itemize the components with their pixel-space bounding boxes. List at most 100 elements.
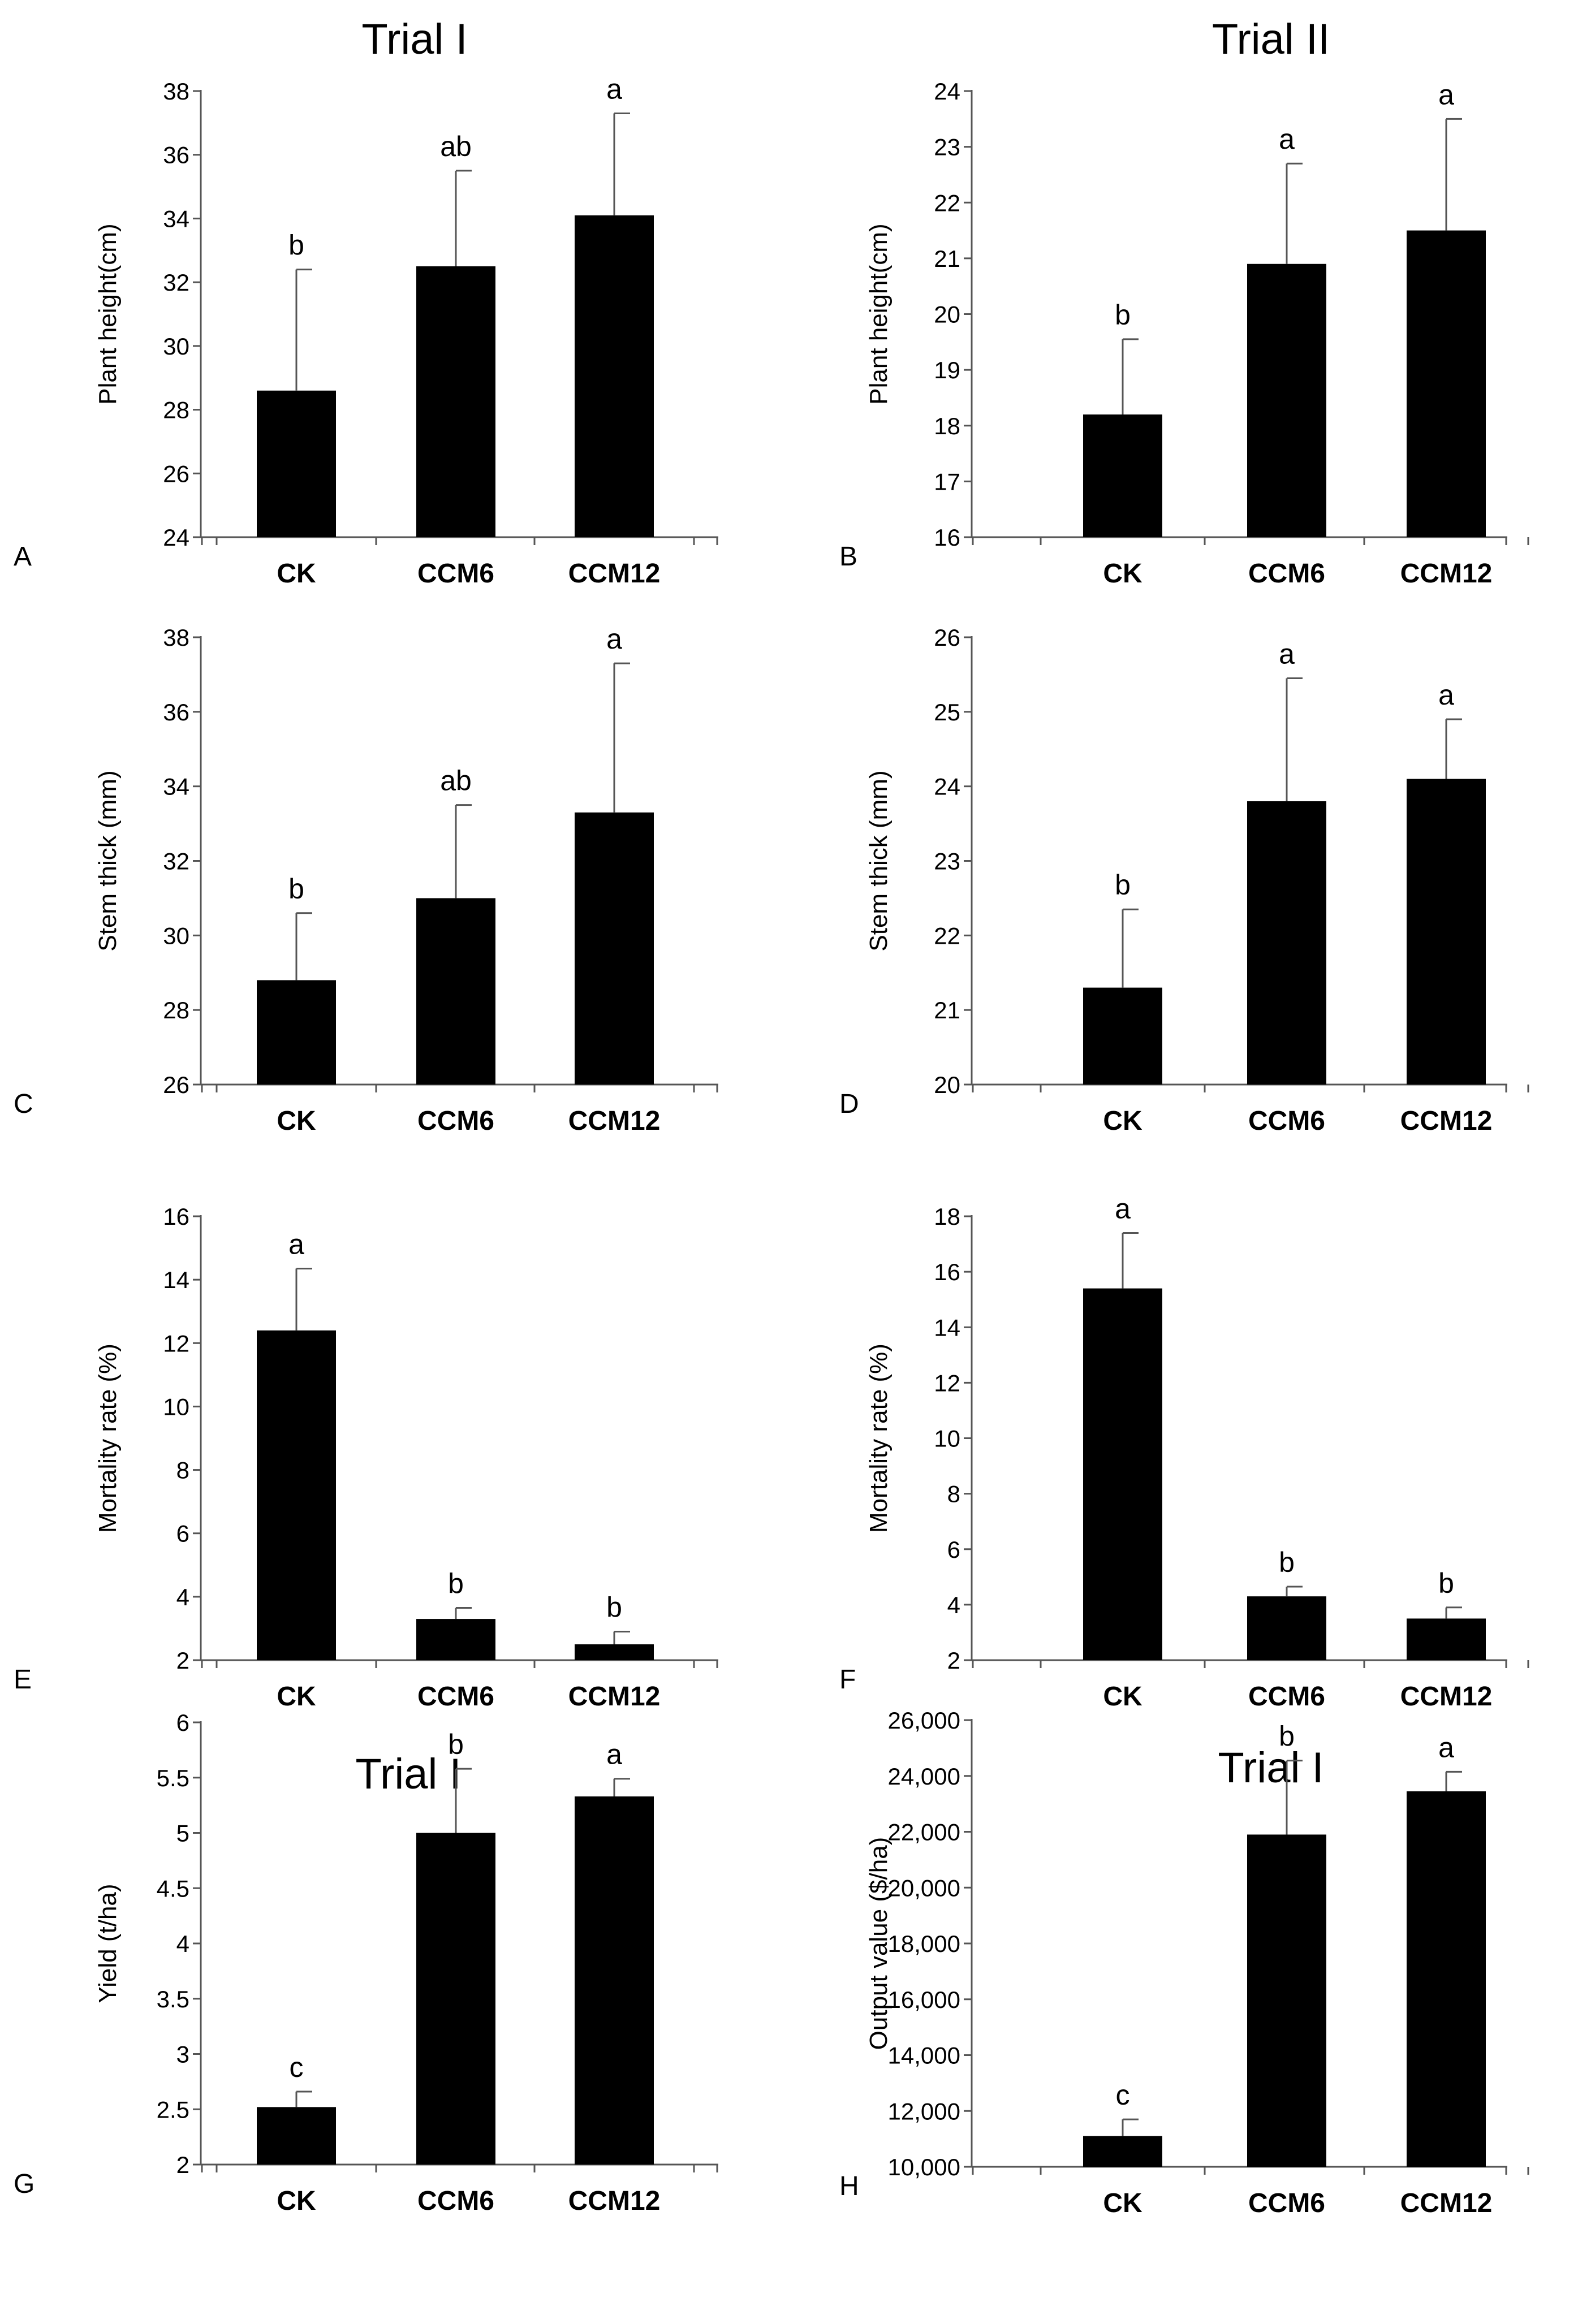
y-tick-label: 14,000 — [888, 2042, 960, 2069]
y-tick-label: 24 — [934, 78, 960, 105]
y-tick-label: 20,000 — [888, 1874, 960, 1901]
bar-ccm6 — [1247, 1834, 1326, 2167]
y-tick-label: 5.5 — [157, 1765, 189, 1791]
significance-letter: b — [448, 1567, 464, 1599]
y-tick-label: 32 — [163, 269, 189, 296]
x-category-label: CK — [1103, 2188, 1142, 2218]
y-tick-label: 16 — [163, 1203, 189, 1230]
bar-ck — [1083, 2136, 1162, 2167]
y-tick-label: 24 — [934, 774, 960, 800]
x-category-label: CK — [1103, 559, 1142, 589]
significance-letter: b — [448, 1729, 464, 1760]
panel-title: Trial II — [1212, 15, 1330, 63]
y-axis-title: Plant height(cm) — [865, 223, 893, 404]
x-category-label: CK — [277, 2186, 316, 2216]
significance-letter: a — [1438, 679, 1454, 711]
significance-letter: a — [1115, 1193, 1131, 1224]
y-tick-label: 2.5 — [157, 2096, 189, 2123]
significance-letter: a — [606, 1739, 622, 1770]
chart-panel-d: D 20 21 22 23 24 25 26 Stem thick (mm) b CK a CCM6 a C… — [839, 624, 1529, 1136]
bar-ck — [257, 390, 336, 537]
significance-letter: b — [288, 230, 304, 261]
significance-letter: c — [1116, 2079, 1130, 2111]
y-tick-label: 24,000 — [888, 1763, 960, 1790]
significance-letter: ab — [440, 765, 472, 797]
y-tick-label: 32 — [163, 848, 189, 875]
y-tick-label: 10 — [934, 1425, 960, 1452]
y-axis-title: Output value ($/ha) — [865, 1837, 893, 2050]
y-axis-title: Yield (t/ha) — [94, 1884, 122, 2003]
y-tick-label: 4.5 — [157, 1875, 189, 1902]
significance-letter: a — [606, 73, 622, 105]
y-tick-label: 25 — [934, 699, 960, 725]
y-tick-label: 16 — [934, 524, 960, 551]
y-tick-label: 26 — [934, 624, 960, 651]
y-tick-label: 2 — [176, 1647, 189, 1674]
y-tick-label: 12 — [934, 1370, 960, 1396]
panel-title: Trial I — [361, 15, 467, 63]
y-tick-label: 24 — [163, 524, 189, 551]
bar-ccm12 — [1407, 779, 1486, 1085]
significance-letter: b — [1279, 1721, 1295, 1752]
panel-letter: E — [14, 1665, 32, 1695]
y-tick-label: 21 — [934, 245, 960, 272]
y-tick-label: 18 — [934, 413, 960, 439]
panel-letter: D — [839, 1089, 859, 1119]
x-category-label: CCM6 — [1248, 1682, 1325, 1712]
y-tick-label: 38 — [163, 624, 189, 651]
chart-panel-c: C 26 28 30 32 34 36 38 Stem thick (mm) b CK ab CCM6 a… — [14, 623, 718, 1136]
y-tick-label: 21 — [934, 997, 960, 1023]
significance-letter: a — [1438, 1731, 1454, 1763]
y-tick-label: 12 — [163, 1330, 189, 1357]
significance-letter: a — [1279, 123, 1295, 155]
panel-title: Trial I — [355, 1750, 461, 1798]
significance-letter: a — [606, 623, 622, 655]
panel-title: Trial I — [1218, 1744, 1323, 1792]
significance-letter: b — [1438, 1567, 1454, 1599]
x-category-label: CCM12 — [568, 2186, 661, 2216]
y-tick-label: 22,000 — [888, 1819, 960, 1846]
y-tick-label: 4 — [176, 1930, 189, 1957]
x-category-label: CCM6 — [1248, 2188, 1325, 2218]
y-axis-title: Plant height(cm) — [94, 223, 122, 404]
y-tick-label: 38 — [163, 78, 189, 105]
y-tick-label: 26 — [163, 460, 189, 487]
x-category-label: CCM6 — [1248, 1106, 1325, 1136]
significance-letter: b — [1279, 1547, 1295, 1578]
chart-panel-f: F 2 4 6 8 10 12 14 16 18 Mortality rate (%) a CK b CCM… — [839, 1193, 1529, 1712]
y-tick-label: 16 — [934, 1259, 960, 1285]
y-axis-title: Mortality rate (%) — [865, 1344, 893, 1533]
bar-ccm12 — [575, 215, 654, 537]
panel-letter: A — [14, 542, 32, 572]
bar-ck — [257, 980, 336, 1085]
y-tick-label: 8 — [947, 1481, 960, 1507]
bar-ccm12 — [575, 812, 654, 1085]
significance-letter: a — [1438, 79, 1454, 110]
y-tick-label: 16,000 — [888, 1986, 960, 2013]
y-tick-label: 10 — [163, 1393, 189, 1420]
y-tick-label: 30 — [163, 333, 189, 360]
y-tick-label: 8 — [176, 1457, 189, 1484]
y-tick-label: 26 — [163, 1072, 189, 1098]
significance-letter: b — [1115, 299, 1131, 331]
panel-letter: G — [14, 2169, 35, 2199]
y-tick-label: 6 — [176, 1520, 189, 1547]
x-category-label: CCM12 — [1400, 1106, 1493, 1136]
x-category-label: CCM6 — [1248, 559, 1325, 589]
bar-ccm6 — [416, 1619, 495, 1660]
chart-panel-b: Trial II B 16 17 18 19 20 21 22 23 24 Plant height(… — [839, 15, 1529, 589]
bar-ccm6 — [416, 266, 495, 537]
y-axis-title: Mortality rate (%) — [94, 1344, 122, 1533]
y-tick-label: 18 — [934, 1203, 960, 1230]
bar-ccm12 — [1407, 230, 1486, 537]
x-category-label: CK — [277, 1682, 316, 1712]
y-tick-label: 34 — [163, 774, 189, 800]
y-tick-label: 6 — [176, 1709, 189, 1736]
chart-panel-a: Trial I A 24 26 28 30 32 34 36 38 Plant height(cm)… — [14, 15, 718, 589]
bar-ck — [1083, 1288, 1162, 1660]
bar-ccm6 — [416, 898, 495, 1085]
y-tick-label: 20 — [934, 1072, 960, 1098]
y-tick-label: 10,000 — [888, 2154, 960, 2180]
panel-letter: F — [839, 1665, 856, 1695]
significance-letter: a — [288, 1229, 304, 1260]
